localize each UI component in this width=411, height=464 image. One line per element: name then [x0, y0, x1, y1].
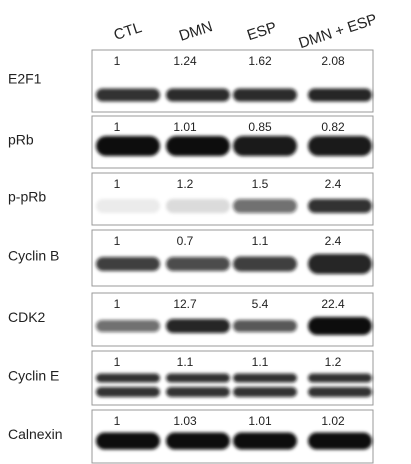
band-value: 1.1 [177, 355, 194, 369]
band-value: 1.62 [248, 54, 272, 68]
row-label: Cyclin B [8, 248, 59, 264]
band [166, 387, 230, 397]
band [233, 199, 297, 213]
band [308, 387, 372, 397]
band-value: 1.5 [252, 177, 269, 191]
band [96, 136, 160, 156]
band [96, 387, 160, 397]
band-value: 5.4 [252, 297, 269, 311]
band-value: 1 [114, 177, 121, 191]
column-header: DMN [177, 18, 215, 45]
band-value: 1.2 [325, 355, 342, 369]
band [233, 256, 297, 272]
band-value: 1 [114, 297, 121, 311]
band-value: 1.02 [321, 414, 345, 428]
band [308, 88, 372, 102]
band [233, 88, 297, 102]
band [166, 136, 230, 156]
band [308, 136, 372, 156]
band-value: 0.7 [177, 234, 194, 248]
band [166, 432, 230, 450]
band-value: 22.4 [321, 297, 345, 311]
row-label: Cyclin E [8, 368, 59, 384]
band [166, 88, 230, 102]
row-label: E2F1 [8, 70, 42, 86]
column-header: ESP [245, 19, 279, 44]
band [166, 199, 230, 213]
band [233, 373, 297, 383]
band [308, 373, 372, 383]
band-value: 1.1 [252, 234, 269, 248]
band [96, 432, 160, 450]
band-value: 2.08 [321, 54, 345, 68]
band-value: 1.24 [173, 54, 197, 68]
band [96, 257, 160, 271]
band [166, 319, 230, 333]
band [96, 88, 160, 102]
band [233, 387, 297, 397]
band-value: 12.7 [173, 297, 197, 311]
band [233, 432, 297, 450]
band-value: 1 [114, 355, 121, 369]
column-header: DMN + ESP [297, 11, 380, 52]
band-value: 1 [114, 120, 121, 134]
band-value: 1 [114, 54, 121, 68]
row-label: CDK2 [8, 309, 46, 325]
band [166, 257, 230, 271]
band-value: 2.4 [325, 234, 342, 248]
band-value: 1.2 [177, 177, 194, 191]
band-value: 0.85 [248, 120, 272, 134]
band [233, 320, 297, 332]
row-label: Calnexin [8, 426, 62, 442]
band-value: 1 [114, 234, 121, 248]
band [308, 317, 372, 335]
band-value: 1.03 [173, 414, 197, 428]
band [308, 199, 372, 213]
band [166, 373, 230, 383]
band [233, 136, 297, 156]
band [96, 320, 160, 332]
blot-panel [91, 49, 374, 113]
band [308, 254, 372, 274]
band-value: 1.1 [252, 355, 269, 369]
band [308, 432, 372, 450]
band-value: 1.01 [248, 414, 272, 428]
band [96, 373, 160, 383]
column-header: CTL [112, 19, 144, 44]
band-value: 1.01 [173, 120, 197, 134]
row-label: pRb [8, 132, 34, 148]
band-value: 2.4 [325, 177, 342, 191]
row-label: p-pRb [8, 189, 46, 205]
band-value: 1 [114, 414, 121, 428]
band-value: 0.82 [321, 120, 345, 134]
band [96, 199, 160, 213]
